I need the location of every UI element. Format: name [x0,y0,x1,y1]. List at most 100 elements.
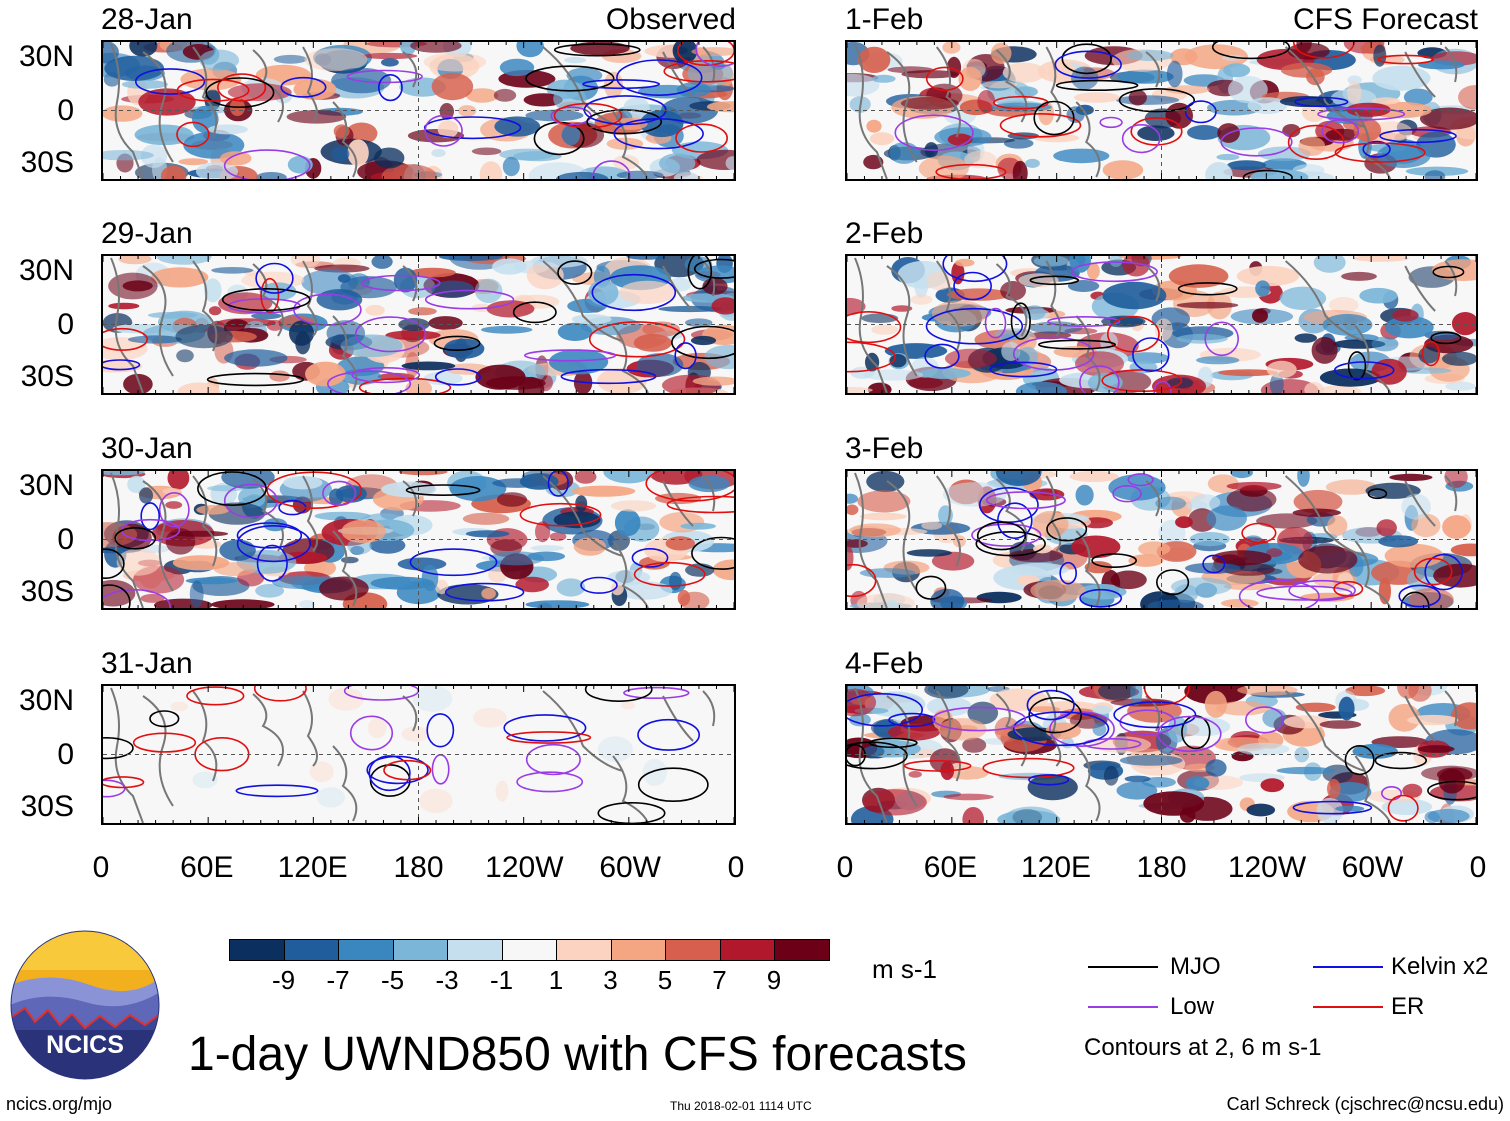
colorbar-tick: -1 [489,965,514,995]
anomaly-shade [140,593,165,603]
contour-line [547,471,569,497]
contour-line [236,524,311,563]
contour-line [368,755,411,792]
anomaly-shade [1027,774,1078,801]
anomaly-shade [1276,766,1336,775]
contour-line [985,491,1066,510]
map-panel-31-Jan [101,684,736,825]
contour-line [687,256,713,290]
contour-line [103,779,126,798]
contour-line [103,588,171,608]
colorbar-bin [447,939,503,961]
anomaly-shade [871,324,899,335]
coastline [1284,475,1366,557]
anomaly-shade [1176,301,1239,309]
lat-tick: 30S [20,146,74,179]
anomaly-shade [1110,570,1147,590]
anomaly-shade [871,74,896,83]
anomaly-shade [499,58,535,77]
contour-line [103,359,141,371]
anomaly-shade [1418,745,1455,753]
anomaly-shade [328,687,364,711]
anomaly-shade [1168,264,1229,288]
anomaly-shade [269,370,290,382]
coastline [1145,51,1161,88]
coastline [192,690,218,782]
coastline [302,690,318,767]
anomaly-shade [1316,797,1344,823]
anomaly-shade [1325,128,1360,141]
anomaly-shade [1372,65,1431,91]
contour-line [103,737,134,760]
contour-line [1374,751,1427,770]
lat-tick: 30S [20,575,74,608]
contour-line [1238,579,1320,608]
contour-line [1413,557,1453,586]
contour-line [409,548,498,577]
contour-line [894,114,974,151]
anomaly-shade [535,521,551,543]
anomaly-shade [1280,62,1333,78]
contour-line [1112,485,1142,503]
anomaly-shade [1322,313,1373,336]
anomaly-shade [1165,85,1210,95]
anomaly-shade [326,320,366,347]
anomaly-shade [211,267,254,274]
anomaly-shade [1067,280,1100,292]
contour-line [582,79,660,90]
legend-label: MJO [1170,953,1221,980]
anomaly-shade [1017,346,1038,367]
lon-tick: 60W [599,851,661,884]
contour-line [205,77,275,109]
lat-tick: 30N [18,684,74,717]
anomaly-shade [1237,686,1298,696]
anomaly-shade [887,66,934,74]
anomaly-shade [208,306,222,316]
coastline [612,540,649,608]
lon-tick: 60E [923,851,978,884]
contour-line [512,301,557,324]
anomaly-shade [1087,262,1100,280]
anomaly-shade [207,124,248,135]
anomaly-shade [409,267,456,278]
colorbar-tick: -9 [271,965,296,995]
anomaly-shade [1420,107,1476,130]
anomaly-shade [1381,798,1432,815]
anomaly-shade [151,267,209,288]
coastline [702,690,716,727]
colorbar-bin [556,939,612,961]
contour-line [557,260,593,285]
contour-line [158,492,190,528]
anomaly-shade [921,521,943,530]
anomaly-shade [1237,742,1290,756]
anomaly-shade [861,313,899,323]
anomaly-shade [548,349,609,375]
lon-tick: 120W [1227,851,1307,884]
colorbar-tick: -3 [435,965,459,995]
anomaly-shade [1371,97,1401,105]
coastline [662,695,694,742]
anomaly-shade [958,66,982,91]
anomaly-shade [642,758,667,786]
anomaly-shade [1206,505,1247,531]
anomaly-shade [942,482,1007,507]
anomaly-shade [502,156,520,177]
anomaly-shade [1030,579,1086,602]
anomaly-shade [195,162,239,179]
anomaly-shade [866,471,905,493]
anomaly-shade [1427,808,1470,823]
map-svg [847,471,1476,608]
anomaly-shade [1205,759,1227,777]
anomaly-shade [1246,803,1276,817]
anomaly-shade [1119,755,1183,766]
anomaly-shade [129,42,158,57]
site-link[interactable]: ncics.org/mjo [6,1094,113,1114]
contour-line [103,548,125,579]
anomaly-shade [1053,148,1110,164]
anomaly-shade [1155,496,1187,511]
coastline [110,43,144,179]
coastline [302,260,318,337]
anomaly-shade [157,256,212,265]
anomaly-shade [1122,256,1150,277]
anomaly-shade [1279,96,1334,107]
